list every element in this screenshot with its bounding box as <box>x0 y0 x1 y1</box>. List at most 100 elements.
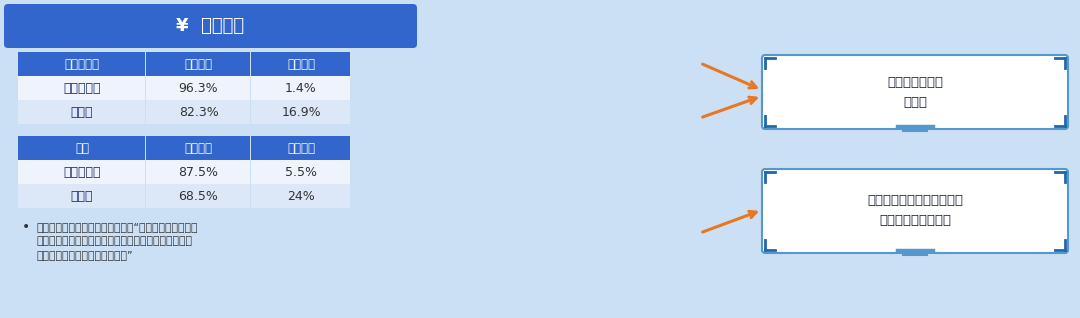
高精度模 <box>606 31 619 34</box>
True <box>634 205 647 209</box>
Text: 预测准确率: 预测准确率 <box>64 165 100 178</box>
Forecast 5 <box>725 216 738 220</box>
Text: 升级，有效提升了预测水平，保障了大规模的分布式光: 升级，有效提升了预测水平，保障了大规模的分布式光 <box>36 236 192 246</box>
True <box>725 129 738 133</box>
Forecast A <box>630 59 643 63</box>
True <box>563 282 576 286</box>
高精度模 <box>753 137 766 141</box>
True <box>629 41 642 45</box>
Text: 82.3%: 82.3% <box>178 106 218 119</box>
FancyBboxPatch shape <box>251 76 350 100</box>
Forecast C <box>635 68 648 72</box>
Line: Forecast C: Forecast C <box>451 59 759 139</box>
FancyBboxPatch shape <box>762 55 1068 129</box>
高精度模 <box>753 187 766 191</box>
FancyBboxPatch shape <box>251 52 350 76</box>
Text: 伏和风电安全稳定地接入电网。”: 伏和风电安全稳定地接入电网。” <box>36 250 133 260</box>
FancyBboxPatch shape <box>18 160 145 184</box>
Line: Forecast 4: Forecast 4 <box>451 197 759 288</box>
Text: 在小风天的预测
更精准: 在小风天的预测 更精准 <box>887 75 943 108</box>
Forecast 1 <box>725 224 738 228</box>
高精度模 <box>629 206 642 210</box>
Forecast 1 <box>629 202 642 205</box>
Line: 高精度模: 高精度模 <box>451 185 759 285</box>
Forecast 4 <box>629 216 642 219</box>
高精度模 <box>445 137 458 141</box>
高精度模 <box>567 283 580 287</box>
FancyBboxPatch shape <box>18 184 145 208</box>
Forecast 1 <box>753 172 766 176</box>
Forecast C <box>753 136 766 140</box>
Forecast B <box>447 137 460 141</box>
Text: ¥  效果价値: ¥ 效果价値 <box>176 17 244 35</box>
Forecast 3 <box>753 177 766 181</box>
Forecast 3 <box>725 225 738 229</box>
Text: 96.3%: 96.3% <box>178 81 218 94</box>
Text: 模型效果: 模型效果 <box>185 58 213 71</box>
Text: 效果提升: 效果提升 <box>287 58 315 71</box>
高精度模 <box>630 39 643 43</box>
Text: 模型效果: 模型效果 <box>185 142 213 155</box>
Text: 合格率: 合格率 <box>71 190 93 203</box>
Forecast C <box>631 66 644 70</box>
高精度模 <box>446 211 459 215</box>
Forecast 2 <box>752 187 765 190</box>
Text: 分布式光伏: 分布式光伏 <box>65 58 99 71</box>
Forecast C <box>447 137 460 141</box>
Forecast B <box>446 137 459 141</box>
Forecast 3 <box>630 200 643 204</box>
Forecast B <box>706 118 719 121</box>
Forecast 4 <box>564 287 577 290</box>
FancyBboxPatch shape <box>146 184 249 208</box>
True <box>705 114 718 118</box>
Forecast A <box>705 119 718 123</box>
True <box>446 137 459 141</box>
True <box>630 41 643 45</box>
Forecast 2 <box>725 231 738 235</box>
Forecast 5 <box>570 286 583 290</box>
Forecast 5 <box>634 194 647 198</box>
Text: 16.9%: 16.9% <box>281 106 321 119</box>
FancyBboxPatch shape <box>251 136 350 160</box>
Line: Forecast 5: Forecast 5 <box>451 173 759 288</box>
True <box>752 182 765 186</box>
True <box>725 224 738 228</box>
高精度模 <box>725 225 738 229</box>
高精度模 <box>752 183 765 187</box>
高精度模 <box>726 130 739 134</box>
Forecast B <box>631 57 644 61</box>
Forecast 2 <box>446 217 459 221</box>
Forecast 1 <box>634 204 647 207</box>
Forecast 4 <box>446 220 459 224</box>
True <box>445 137 458 141</box>
Forecast A <box>446 137 459 141</box>
Text: 1.4%: 1.4% <box>285 81 316 94</box>
Text: 效果提升: 效果提升 <box>287 142 315 155</box>
Forecast 5 <box>445 198 458 202</box>
Forecast 4 <box>753 195 766 199</box>
FancyBboxPatch shape <box>18 100 145 124</box>
True <box>446 212 459 216</box>
高精度模 <box>445 210 458 214</box>
Forecast 2 <box>630 215 643 218</box>
Forecast A <box>725 131 738 135</box>
Text: •: • <box>22 220 30 234</box>
Text: 68.5%: 68.5% <box>178 190 218 203</box>
Forecast 3 <box>634 200 647 204</box>
Forecast 2 <box>629 217 642 221</box>
Forecast C <box>446 137 459 141</box>
Forecast 5 <box>629 199 642 203</box>
Forecast C <box>630 65 643 68</box>
Forecast 3 <box>705 267 718 271</box>
Legend: Forecast 1, Forecast 2, Forecast 3, Forecast 4, Forecast 5, True, 高精度模: Forecast 1, Forecast 2, Forecast 3, Fore… <box>716 169 757 218</box>
FancyBboxPatch shape <box>18 76 145 100</box>
Text: 87.5%: 87.5% <box>178 165 218 178</box>
高精度模 <box>447 137 460 141</box>
Forecast C <box>726 132 739 135</box>
Forecast 3 <box>752 171 765 175</box>
Forecast 4 <box>634 207 647 211</box>
True <box>629 211 642 215</box>
Forecast A <box>634 64 647 68</box>
Forecast B <box>635 59 648 63</box>
FancyBboxPatch shape <box>251 184 350 208</box>
